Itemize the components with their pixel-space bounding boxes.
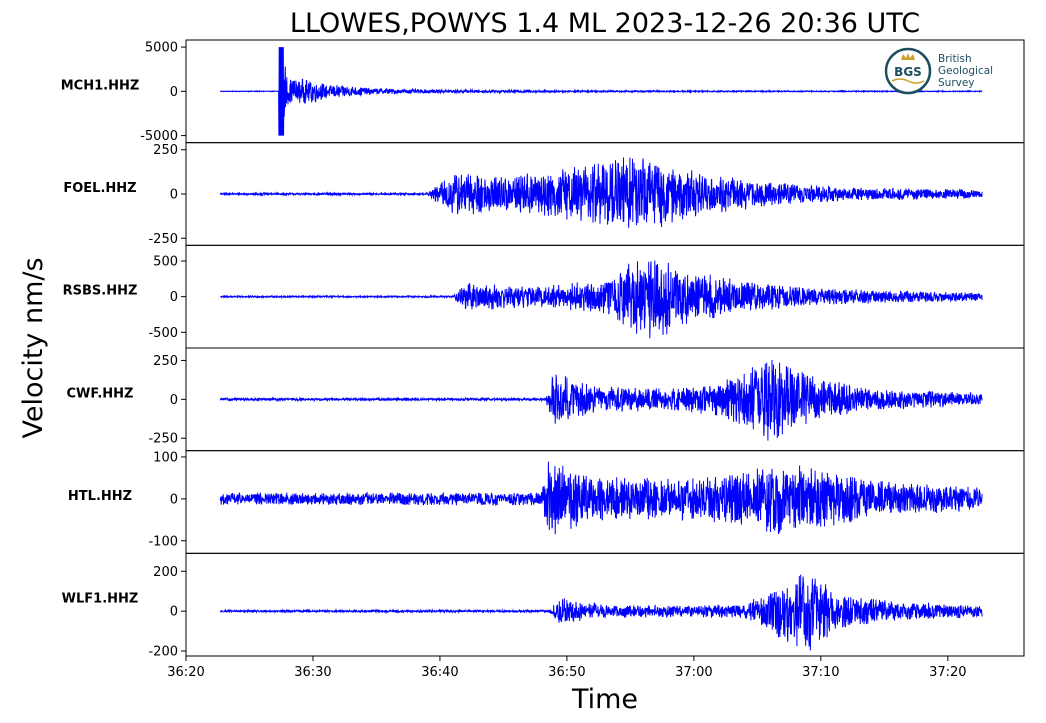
panel-htl-hhz: 100 0 -100 HTL.HHZ <box>68 450 1025 554</box>
x-tick-label: 36:30 <box>294 665 331 680</box>
panel-foel-hhz: 250 0 -250 FOEL.HHZ <box>63 142 1025 247</box>
y-tick-label: 100 <box>153 450 178 465</box>
bgs-crown-icon <box>901 53 915 60</box>
waveform-htl-hhz <box>219 461 983 535</box>
station-label: MCH1.HHZ <box>61 78 140 93</box>
y-tick-label: 200 <box>153 565 178 580</box>
station-label: CWF.HHZ <box>67 386 134 401</box>
y-tick-label: -250 <box>148 432 178 447</box>
panel-frame <box>185 552 1025 657</box>
panel-cwf-hhz: 250 0 -250 CWF.HHZ <box>67 347 1025 452</box>
y-tick-label: -5000 <box>140 129 178 144</box>
y-tick-label: -500 <box>148 326 178 341</box>
y-tick-label: 0 <box>170 188 178 203</box>
y-tick-label: -100 <box>148 534 178 549</box>
x-tick-label: 37:00 <box>675 665 712 680</box>
x-tick-label: 36:50 <box>548 665 585 680</box>
chart-title: LLOWES,POWYS 1.4 ML 2023-12-26 20:36 UTC <box>290 8 920 39</box>
panel-mch1-hhz: 5000 0 -5000 MCH1.HHZ <box>61 39 1025 144</box>
bgs-logo-line1: British <box>938 53 972 65</box>
panel-wlf1-hhz: 200 0 -200 WLF1.HHZ <box>62 552 1025 660</box>
y-tick-label: -200 <box>148 645 178 660</box>
x-tick-label: 37:10 <box>802 665 839 680</box>
waveform-rsbs-hhz <box>220 260 983 339</box>
y-tick-label: 0 <box>170 605 178 620</box>
y-tick-label: 0 <box>170 85 178 100</box>
x-tick-label: 36:40 <box>421 665 458 680</box>
waveform-cwf-hhz <box>219 359 983 441</box>
x-tick-label: 37:20 <box>929 665 966 680</box>
bgs-logo-line3: Survey <box>938 77 975 89</box>
x-tick-label: 36:20 <box>167 665 204 680</box>
y-axis-label: Velocity nm/s <box>18 257 49 438</box>
panel-rsbs-hhz: 500 0 -500 RSBS.HHZ <box>63 244 1025 349</box>
bgs-logo-monogram: BGS <box>894 65 922 79</box>
y-tick-label: 0 <box>170 393 178 408</box>
y-tick-label: 0 <box>170 290 178 305</box>
bgs-logo: BGS British Geological Survey <box>884 47 993 95</box>
waveform-wlf1-hhz <box>219 574 983 651</box>
y-tick-label: 250 <box>153 143 178 158</box>
station-label: HTL.HHZ <box>68 489 132 504</box>
panels-group: 50000-5000MCH1.HHZ2500-250FOEL.HHZ5000-5… <box>61 39 1025 660</box>
waveform-foel-hhz <box>219 157 983 228</box>
x-axis: 36:20 36:30 36:40 36:50 37:00 37:10 37:20 <box>167 656 967 680</box>
y-tick-label: 0 <box>170 492 178 507</box>
y-tick-label: -250 <box>148 232 178 247</box>
bgs-logo-wave <box>891 78 925 84</box>
station-label: FOEL.HHZ <box>63 181 136 196</box>
station-label: WLF1.HHZ <box>62 592 139 607</box>
y-tick-label: 500 <box>153 255 178 270</box>
y-tick-label: 5000 <box>145 41 178 56</box>
y-tick-label: 250 <box>153 354 178 369</box>
bgs-logo-line2: Geological <box>938 65 993 77</box>
waveform-mch1-hhz <box>219 47 983 136</box>
x-axis-label: Time <box>571 684 638 715</box>
station-label: RSBS.HHZ <box>63 284 138 299</box>
